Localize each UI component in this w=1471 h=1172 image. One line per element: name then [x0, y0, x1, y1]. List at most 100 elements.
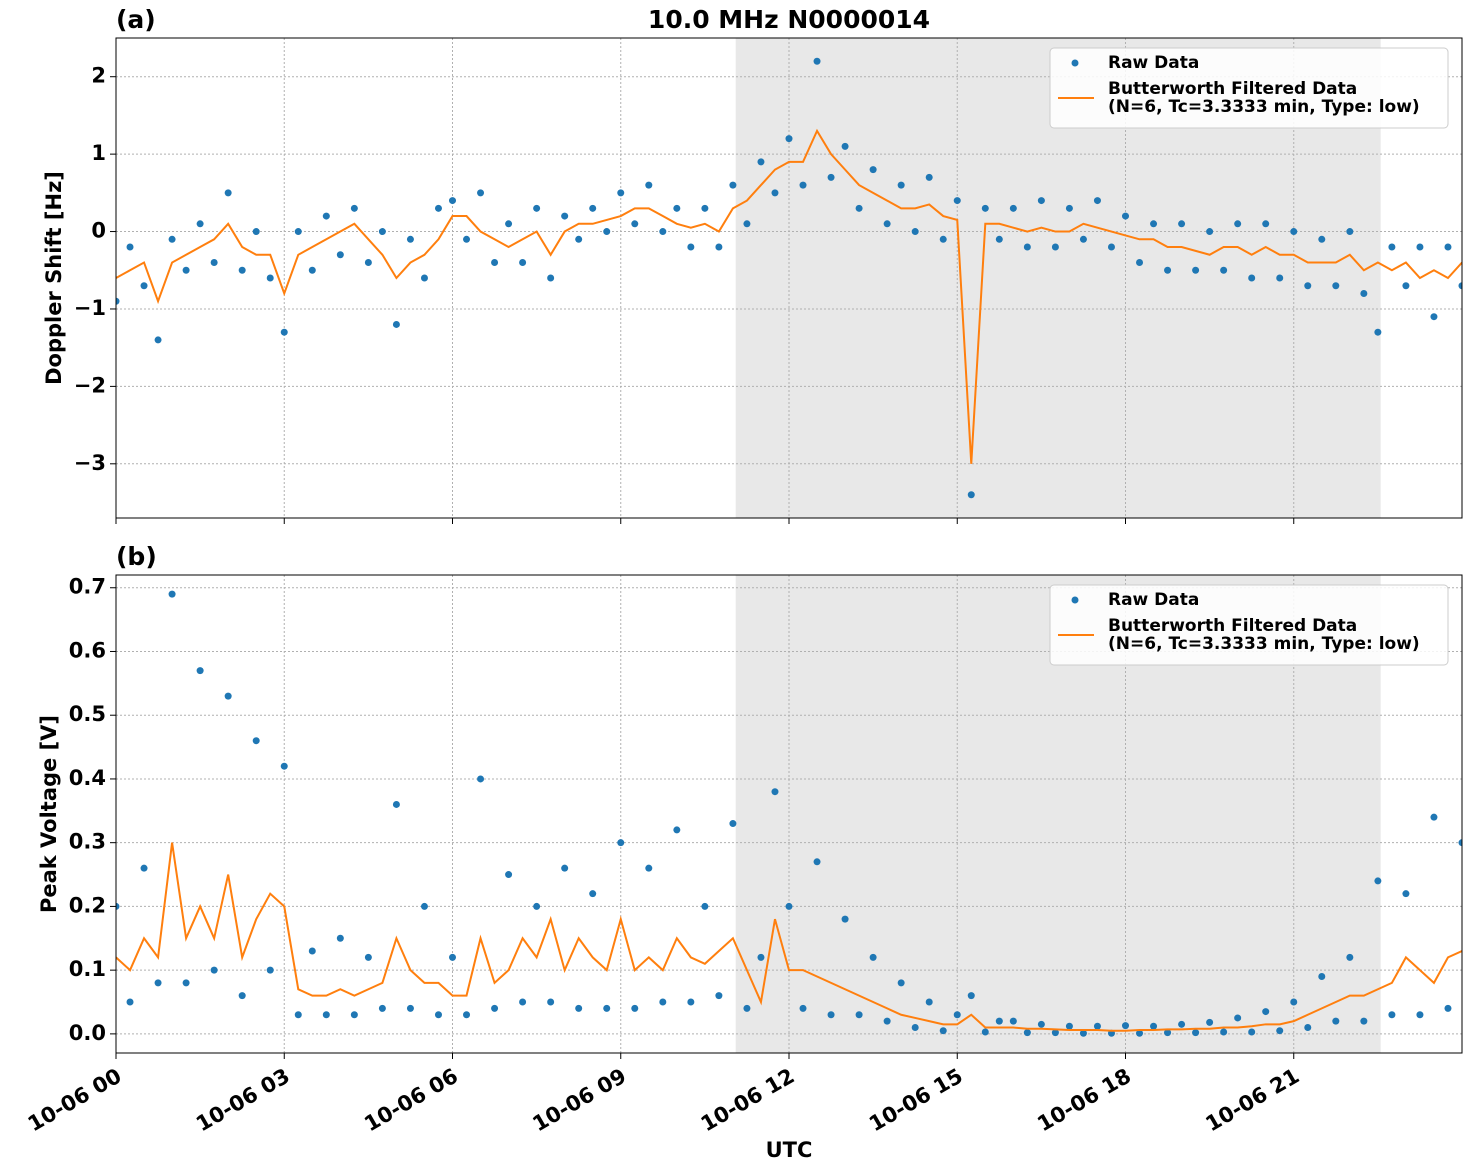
- raw-point: [869, 166, 877, 174]
- raw-point: [1037, 1020, 1045, 1028]
- raw-point: [1009, 204, 1017, 212]
- raw-point: [799, 181, 807, 189]
- raw-point: [252, 737, 260, 745]
- raw-point: [434, 204, 442, 212]
- raw-point: [491, 259, 499, 267]
- raw-point: [1290, 228, 1298, 236]
- legend-label: Raw Data: [1108, 53, 1199, 73]
- raw-point: [1023, 1029, 1031, 1037]
- raw-point: [659, 998, 667, 1006]
- y-tick-label: −2: [74, 373, 106, 397]
- raw-point: [505, 220, 513, 228]
- raw-point: [224, 692, 232, 700]
- raw-point: [463, 235, 471, 243]
- raw-point: [168, 235, 176, 243]
- raw-point: [1416, 243, 1424, 251]
- raw-point: [617, 189, 625, 197]
- raw-point: [224, 189, 232, 197]
- raw-point: [799, 1004, 807, 1012]
- raw-point: [350, 1011, 358, 1019]
- raw-point: [1093, 1022, 1101, 1030]
- raw-point: [841, 915, 849, 923]
- raw-point: [967, 992, 975, 1000]
- raw-point: [715, 992, 723, 1000]
- raw-point: [645, 864, 653, 872]
- legend-label: Butterworth Filtered Data: [1108, 616, 1357, 636]
- raw-point: [813, 858, 821, 866]
- raw-point: [308, 947, 316, 955]
- raw-point: [1374, 877, 1382, 885]
- raw-point: [1402, 282, 1410, 290]
- raw-point: [336, 251, 344, 259]
- y-tick-label: 0.3: [69, 830, 106, 854]
- raw-point: [561, 864, 569, 872]
- raw-point: [392, 800, 400, 808]
- y-tick-label: 0.5: [69, 702, 106, 726]
- raw-point: [294, 228, 302, 236]
- raw-point: [154, 979, 162, 987]
- y-tick-label: 0.1: [69, 957, 106, 981]
- raw-point: [491, 1004, 499, 1012]
- legend-label: Raw Data: [1108, 590, 1199, 610]
- raw-point: [701, 902, 709, 910]
- x-tick-label: 10-06 03: [192, 1064, 294, 1137]
- raw-point: [140, 282, 148, 290]
- raw-point: [729, 181, 737, 189]
- raw-point: [1065, 204, 1073, 212]
- raw-point: [911, 228, 919, 236]
- raw-point: [336, 934, 344, 942]
- raw-point: [1458, 282, 1462, 290]
- y-tick-label: 0: [91, 219, 106, 243]
- raw-point: [280, 328, 288, 336]
- x-tick-label: 10-06 09: [528, 1064, 630, 1137]
- raw-point: [1248, 1028, 1256, 1036]
- raw-point: [322, 1011, 330, 1019]
- raw-point: [659, 228, 667, 236]
- raw-point: [1051, 243, 1059, 251]
- raw-point: [1220, 1028, 1228, 1036]
- raw-point: [981, 204, 989, 212]
- raw-point: [1346, 953, 1354, 961]
- raw-point: [1178, 1020, 1186, 1028]
- raw-point: [589, 890, 597, 898]
- raw-point: [631, 220, 639, 228]
- raw-point: [210, 966, 218, 974]
- raw-point: [266, 966, 274, 974]
- x-axis-label: UTC: [766, 1138, 813, 1162]
- raw-point: [925, 173, 933, 181]
- raw-point: [140, 864, 148, 872]
- raw-point: [771, 788, 779, 796]
- raw-point: [1360, 289, 1368, 297]
- y-axis-label: Peak Voltage [V]: [37, 715, 61, 913]
- raw-point: [238, 266, 246, 274]
- raw-point: [1388, 1011, 1396, 1019]
- y-tick-label: 1: [91, 141, 106, 165]
- raw-point: [434, 1011, 442, 1019]
- raw-point: [1192, 1029, 1200, 1037]
- raw-point: [1346, 228, 1354, 236]
- raw-point: [603, 1004, 611, 1012]
- y-tick-label: 0.6: [69, 638, 106, 662]
- raw-point: [1360, 1017, 1368, 1025]
- raw-point: [897, 181, 905, 189]
- raw-point: [967, 491, 975, 499]
- raw-point: [1332, 1017, 1340, 1025]
- raw-point: [1430, 313, 1438, 321]
- raw-point: [210, 259, 218, 267]
- raw-point: [841, 142, 849, 150]
- raw-point: [378, 228, 386, 236]
- filtered-line: [116, 842, 1462, 1032]
- raw-point: [561, 212, 569, 220]
- raw-point: [1136, 1029, 1144, 1037]
- raw-point: [771, 189, 779, 197]
- raw-point: [1444, 1004, 1452, 1012]
- raw-point: [1065, 1022, 1073, 1030]
- raw-point: [575, 235, 583, 243]
- raw-point: [1178, 220, 1186, 228]
- raw-point: [1037, 197, 1045, 205]
- raw-point: [322, 212, 330, 220]
- x-tick-label: 10-06 00: [24, 1064, 126, 1137]
- raw-point: [729, 820, 737, 828]
- raw-point: [547, 998, 555, 1006]
